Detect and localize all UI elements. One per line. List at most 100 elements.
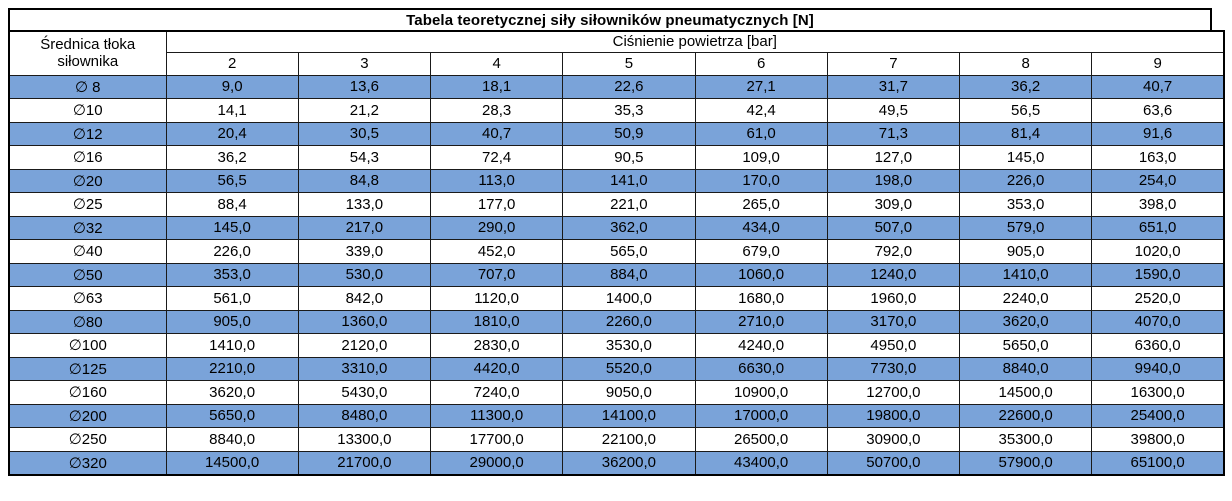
force-value-cell: 353,0 xyxy=(958,192,1093,217)
force-value-cell: 4240,0 xyxy=(694,333,828,358)
table-row: ∅250 8840,0 13300,0 17700,0 22100,0 26500,0 30… xyxy=(8,427,1225,452)
force-value-cell: 84,8 xyxy=(297,168,432,193)
table-row: ∅32 145,0 217,0 290,0 362,0 434,0 507,0 579,0 65… xyxy=(8,215,1225,240)
force-value-cell: 4950,0 xyxy=(826,333,961,358)
force-value-cell: 198,0 xyxy=(826,168,961,193)
force-value-cell: 226,0 xyxy=(958,168,1093,193)
force-value-cell: 452,0 xyxy=(429,239,564,264)
force-value-cell: 28,3 xyxy=(429,98,564,123)
force-value-cell: 88,4 xyxy=(165,192,299,217)
table-row: ∅160 3620,0 5430,0 7240,0 9050,0 10900,0 12700… xyxy=(8,380,1225,405)
force-value-cell: 145,0 xyxy=(958,145,1093,170)
force-value-cell: 1020,0 xyxy=(1091,239,1225,264)
force-value-cell: 6630,0 xyxy=(694,356,828,381)
diameter-cell: ∅ 8 xyxy=(8,74,167,99)
force-value-cell: 57900,0 xyxy=(958,450,1093,475)
pneumatic-force-table-page: Tabela teoretycznej siły siłowników pneu… xyxy=(8,8,1225,476)
force-value-cell: 30,5 xyxy=(297,121,432,146)
force-value-cell: 290,0 xyxy=(429,215,564,240)
diameter-cell: ∅25 xyxy=(8,192,167,217)
force-value-cell: 113,0 xyxy=(429,168,564,193)
force-value-cell: 145,0 xyxy=(165,215,299,240)
force-value-cell: 27,1 xyxy=(694,74,828,99)
table-row: ∅125 2210,0 3310,0 4420,0 5520,0 6630,0 7730,0… xyxy=(8,356,1225,381)
force-value-cell: 434,0 xyxy=(694,215,828,240)
force-value-cell: 30900,0 xyxy=(826,427,961,452)
table-row: ∅12 20,4 30,5 40,7 50,9 61,0 71,3 81,4 91,6 xyxy=(8,121,1225,146)
force-value-cell: 7240,0 xyxy=(429,380,564,405)
force-value-cell: 49,5 xyxy=(826,98,961,123)
table-row: ∅25 88,4 133,0 177,0 221,0 265,0 309,0 353,0 398… xyxy=(8,192,1225,217)
force-value-cell: 2830,0 xyxy=(429,333,564,358)
force-value-cell: 20,4 xyxy=(165,121,299,146)
force-value-cell: 8840,0 xyxy=(958,356,1093,381)
force-value-cell: 91,6 xyxy=(1091,121,1225,146)
force-value-cell: 309,0 xyxy=(826,192,961,217)
force-value-cell: 1060,0 xyxy=(694,262,828,287)
table-row: ∅50 353,0 530,0 707,0 884,0 1060,0 1240,0 1410,… xyxy=(8,262,1225,287)
force-value-cell: 40,7 xyxy=(429,121,564,146)
diameter-cell: ∅63 xyxy=(8,286,167,311)
force-value-cell: 679,0 xyxy=(694,239,828,264)
force-value-cell: 13,6 xyxy=(297,74,432,99)
pressure-column-header: 7 xyxy=(826,51,961,76)
force-value-cell: 14500,0 xyxy=(958,380,1093,405)
force-value-cell: 22100,0 xyxy=(562,427,696,452)
force-value-cell: 4420,0 xyxy=(429,356,564,381)
pressure-column-header: 8 xyxy=(958,51,1093,76)
force-value-cell: 61,0 xyxy=(694,121,828,146)
force-value-cell: 17000,0 xyxy=(694,403,828,428)
table-row: ∅20 56,5 84,8 113,0 141,0 170,0 198,0 226,0 254,… xyxy=(8,168,1225,193)
force-value-cell: 39800,0 xyxy=(1091,427,1225,452)
force-value-cell: 42,4 xyxy=(694,98,828,123)
force-value-cell: 2210,0 xyxy=(165,356,299,381)
force-value-cell: 1590,0 xyxy=(1091,262,1225,287)
force-value-cell: 56,5 xyxy=(958,98,1093,123)
force-value-cell: 2710,0 xyxy=(694,309,828,334)
force-value-cell: 22,6 xyxy=(562,74,696,99)
force-value-cell: 19800,0 xyxy=(826,403,961,428)
force-value-cell: 7730,0 xyxy=(826,356,961,381)
diameter-cell: ∅12 xyxy=(8,121,167,146)
force-value-cell: 2520,0 xyxy=(1091,286,1225,311)
force-value-cell: 1810,0 xyxy=(429,309,564,334)
force-value-cell: 3170,0 xyxy=(826,309,961,334)
force-value-cell: 40,7 xyxy=(1091,74,1225,99)
force-value-cell: 4070,0 xyxy=(1091,309,1225,334)
force-value-cell: 11300,0 xyxy=(429,403,564,428)
table-row: ∅16 36,2 54,3 72,4 90,5 109,0 127,0 145,0 163,0 xyxy=(8,145,1225,170)
force-value-cell: 25400,0 xyxy=(1091,403,1225,428)
diameter-cell: ∅320 xyxy=(8,450,167,475)
force-value-cell: 226,0 xyxy=(165,239,299,264)
force-value-cell: 56,5 xyxy=(165,168,299,193)
diameter-cell: ∅32 xyxy=(8,215,167,240)
force-value-cell: 21700,0 xyxy=(297,450,432,475)
force-value-cell: 217,0 xyxy=(297,215,432,240)
force-value-cell: 81,4 xyxy=(958,121,1093,146)
force-value-cell: 35300,0 xyxy=(958,427,1093,452)
pressure-column-header: 4 xyxy=(429,51,564,76)
force-value-cell: 792,0 xyxy=(826,239,961,264)
force-value-cell: 109,0 xyxy=(694,145,828,170)
force-value-cell: 3530,0 xyxy=(562,333,696,358)
pressure-column-header: 6 xyxy=(694,51,828,76)
force-value-cell: 12700,0 xyxy=(826,380,961,405)
force-value-cell: 72,4 xyxy=(429,145,564,170)
force-value-cell: 507,0 xyxy=(826,215,961,240)
force-value-cell: 6360,0 xyxy=(1091,333,1225,358)
force-value-cell: 13300,0 xyxy=(297,427,432,452)
table-row: ∅63 561,0 842,0 1120,0 1400,0 1680,0 1960,0 224… xyxy=(8,286,1225,311)
force-value-cell: 22600,0 xyxy=(958,403,1093,428)
force-value-cell: 265,0 xyxy=(694,192,828,217)
force-value-cell: 8480,0 xyxy=(297,403,432,428)
table-row: ∅100 1410,0 2120,0 2830,0 3530,0 4240,0 4950,0… xyxy=(8,333,1225,358)
force-value-cell: 565,0 xyxy=(562,239,696,264)
force-value-cell: 254,0 xyxy=(1091,168,1225,193)
header-row-group: Średnica tłoka siłownika Ciśnienie powie… xyxy=(8,30,1225,76)
force-value-cell: 170,0 xyxy=(694,168,828,193)
force-value-cell: 43400,0 xyxy=(694,450,828,475)
force-value-cell: 16300,0 xyxy=(1091,380,1225,405)
diameter-cell: ∅160 xyxy=(8,380,167,405)
force-value-cell: 5650,0 xyxy=(958,333,1093,358)
table-row: ∅80 905,0 1360,0 1810,0 2260,0 2710,0 3170,0 36… xyxy=(8,309,1225,334)
